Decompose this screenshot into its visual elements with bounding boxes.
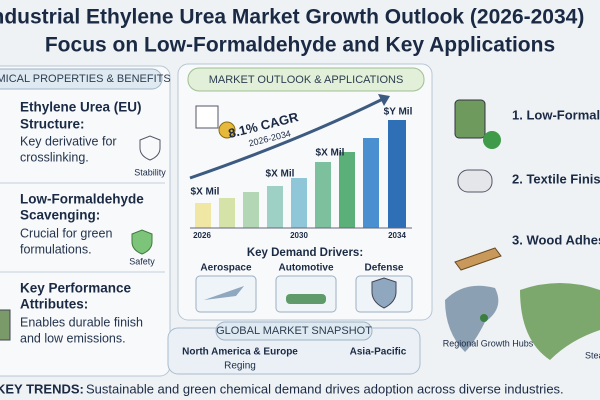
- middle-heading: MARKET OUTLOOK & APPLICATIONS: [209, 74, 404, 86]
- title: Industrial Ethylene Urea Market Growth O…: [0, 6, 584, 29]
- bar: [315, 162, 331, 228]
- driver: Aerospace: [200, 263, 252, 274]
- year-label: 2034: [388, 231, 406, 240]
- region: Asia-Pacific: [350, 347, 407, 358]
- item-text: Enables durable finish: [20, 315, 143, 329]
- plane-icon: [204, 286, 244, 300]
- arrow-head: [378, 94, 390, 106]
- bar-label: $X Mil: [266, 169, 295, 180]
- bar: [243, 192, 259, 228]
- item-title: Ethylene Urea (EU): [20, 100, 142, 115]
- bar: [195, 203, 211, 228]
- item-text: and low emissions.: [20, 331, 126, 345]
- application: 2. Textile Finishing: [512, 171, 600, 186]
- bar: [339, 152, 355, 228]
- region-note: Reging: [224, 361, 256, 372]
- map-land: [520, 283, 600, 360]
- icon-label: Safety: [129, 256, 155, 266]
- item-title: Attributes:: [20, 297, 88, 312]
- left-panel: [0, 65, 171, 377]
- subtitle: Focus on Low-Formaldehyde and Key Applic…: [45, 34, 555, 57]
- item-title: Low-Formaldehyde: [20, 192, 144, 207]
- hub-marker: [480, 314, 488, 322]
- middle-header-pill: [187, 67, 425, 92]
- left-header-pill: [0, 68, 163, 90]
- item-text: formulations.: [20, 242, 92, 256]
- application: 1. Low-Formaldehyde Coatings:: [512, 107, 600, 122]
- driver: Automotive: [279, 263, 334, 274]
- bar: [388, 120, 406, 228]
- item-title: Structure:: [20, 117, 85, 132]
- item-text: Crucial for green: [20, 226, 112, 240]
- bar: [291, 178, 307, 228]
- shield-icon: [371, 277, 397, 309]
- map-label: Regional Growth Hubs: [443, 338, 534, 348]
- driver: Defense: [365, 263, 404, 274]
- map-label: Steady Market: [585, 350, 600, 360]
- footer-text: Sustainable and green chemical demand dr…: [86, 381, 564, 396]
- check-icon: [483, 131, 501, 149]
- snapshot-header-pill: [215, 321, 373, 341]
- bar: [267, 186, 283, 228]
- region: North America & Europe: [182, 347, 298, 358]
- bar-label: $X Mil: [316, 148, 345, 159]
- coin-icon: [218, 121, 236, 139]
- bar: [363, 138, 379, 228]
- shield-icon: [139, 135, 161, 161]
- icon-label: Stability: [134, 167, 166, 177]
- growth-arrow: [189, 96, 386, 180]
- year-label: 2026: [193, 231, 211, 240]
- snapshot-heading: GLOBAL MARKET SNAPSHOT: [216, 325, 372, 337]
- footer-label: KEY TRENDS:: [0, 381, 84, 396]
- bar-label: $X Mil: [191, 187, 220, 198]
- application: 3. Wood Adhesives: [512, 232, 600, 247]
- year-label: 2030: [290, 231, 308, 240]
- wood-icon: [454, 247, 502, 271]
- car-icon: [286, 294, 326, 304]
- item-title: Key Performance: [20, 281, 132, 296]
- coatings-icon: [454, 99, 486, 139]
- growth-icon: [195, 105, 219, 129]
- textile-icon: [457, 169, 493, 193]
- left-heading: CHEMICAL PROPERTIES & BENEFITS: [0, 73, 171, 85]
- can-icon: [0, 309, 11, 341]
- bar-label: $Y Mil: [384, 107, 413, 118]
- item-text: crosslinking.: [20, 150, 89, 164]
- map-land: [445, 285, 499, 352]
- item-text: Key derivative for: [20, 134, 117, 148]
- bars: [195, 120, 406, 228]
- bar: [219, 198, 235, 228]
- item-title: Scavenging:: [20, 208, 100, 223]
- shield-icon: [131, 229, 153, 255]
- drivers-heading: Key Demand Drivers:: [247, 247, 363, 259]
